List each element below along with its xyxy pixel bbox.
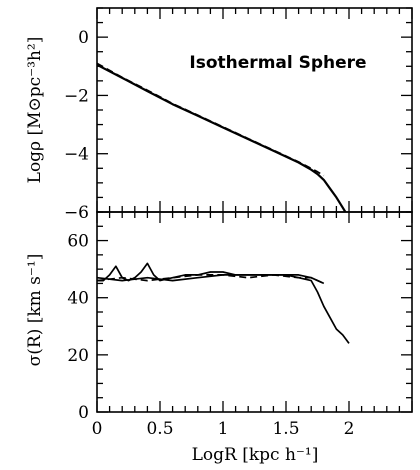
y-tick-label: −4 <box>64 145 89 165</box>
dispersion-panel-tick-labels: 0 20 40 60 0 0.5 1 1.5 2 <box>67 232 354 439</box>
series-line-solid <box>97 63 347 212</box>
density-panel-series <box>97 62 347 212</box>
x-axis-label: LogR [kpc h⁻¹] <box>192 445 319 465</box>
y-tick-label: 0 <box>78 28 89 48</box>
density-panel-tick-labels: 0 −2 −4 −6 <box>64 28 89 223</box>
density-panel-ticks <box>96 7 413 213</box>
x-tick-label: 1 <box>218 419 229 439</box>
dispersion-y-axis-label: σ(R) [km s⁻¹] <box>25 254 45 367</box>
dispersion-panel-frame <box>96 211 413 413</box>
y-tick-label: −2 <box>64 86 89 106</box>
y-tick-label: 0 <box>78 403 89 423</box>
series-line-dashed <box>97 62 325 177</box>
dispersion-panel-ticks <box>96 211 413 413</box>
dispersion-panel-series <box>97 262 350 344</box>
y-tick-label: −6 <box>64 203 89 223</box>
x-tick-label: 0.5 <box>146 419 173 439</box>
x-tick-label: 2 <box>344 419 355 439</box>
series-line-dashed <box>97 274 325 285</box>
y-tick-label: 60 <box>67 232 89 252</box>
x-tick-label: 0 <box>92 419 103 439</box>
y-tick-label: 20 <box>67 346 89 366</box>
density-y-axis-label: Logρ [M⊙pc⁻³h²] <box>25 37 45 184</box>
density-panel-frame <box>96 7 413 213</box>
x-tick-label: 1.5 <box>272 419 299 439</box>
dispersion-panel: 0 20 40 60 0 0.5 1 1.5 2 σ(R) [km s⁻¹] LogR [kpc… <box>25 211 413 465</box>
y-tick-label: 40 <box>67 289 89 309</box>
panel-title: Isothermal Sphere <box>189 53 366 73</box>
density-panel: 0 −2 −4 −6 Isothermal Sphere Logρ [M⊙pc⁻³h²… <box>25 7 413 223</box>
